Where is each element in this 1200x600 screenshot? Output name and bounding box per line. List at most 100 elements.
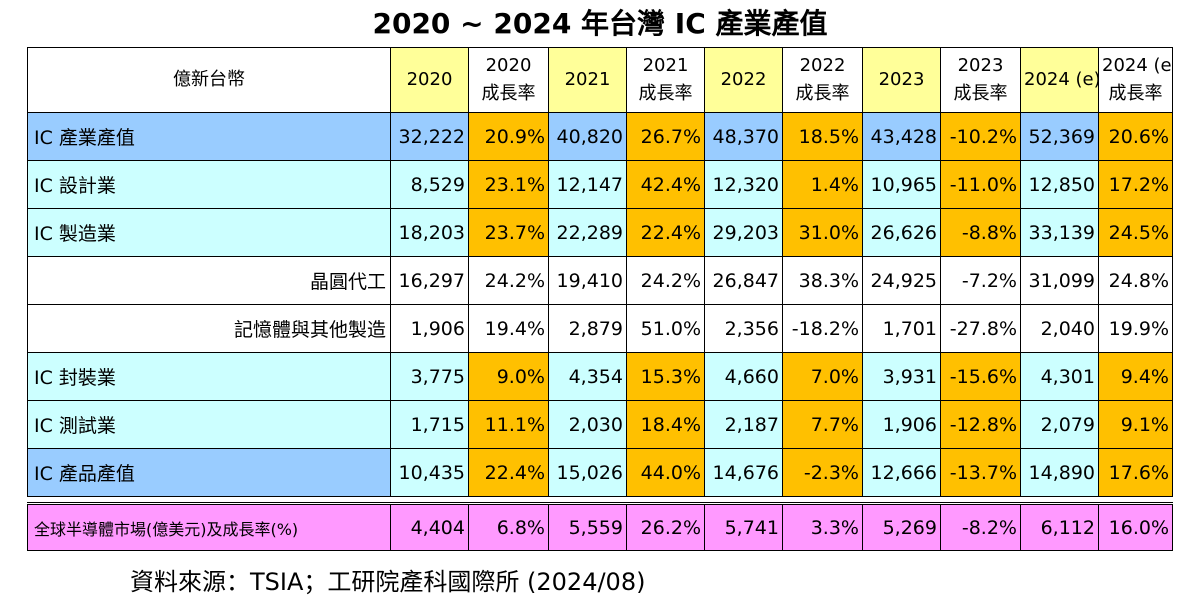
value-cell: 29,203 <box>704 208 783 257</box>
growth-cell: 26.7% <box>626 112 705 161</box>
value-cell: 3,775 <box>390 352 469 401</box>
growth-cell: 6.8% <box>468 502 549 551</box>
value-cell: 12,850 <box>1020 160 1099 209</box>
source-note: 資料來源：TSIA；工研院產科國際所 (2024/08) <box>130 568 646 596</box>
growth-cell: 19.4% <box>468 304 549 353</box>
growth-cell: 51.0% <box>626 304 705 353</box>
col-header-2024e-growth: 2024 (e) 成長率 <box>1098 47 1173 113</box>
growth-cell: 31.0% <box>782 208 863 257</box>
value-cell: 2,079 <box>1020 400 1099 449</box>
value-cell: 1,906 <box>390 304 469 353</box>
growth-cell: -13.7% <box>940 448 1021 497</box>
value-cell: 10,435 <box>390 448 469 497</box>
value-cell: 1,701 <box>862 304 941 353</box>
value-cell: 6,112 <box>1020 502 1099 551</box>
growth-cell: 24.5% <box>1098 208 1173 257</box>
value-cell: 2,040 <box>1020 304 1099 353</box>
value-cell: 24,925 <box>862 256 941 305</box>
row-label: 記憶體與其他製造 <box>27 304 391 353</box>
growth-cell: 24.2% <box>468 256 549 305</box>
value-cell: 26,847 <box>704 256 783 305</box>
growth-cell: 22.4% <box>468 448 549 497</box>
value-cell: 5,269 <box>862 502 941 551</box>
growth-cell: 1.4% <box>782 160 863 209</box>
value-cell: 16,297 <box>390 256 469 305</box>
growth-cell: 20.6% <box>1098 112 1173 161</box>
growth-cell: -8.2% <box>940 502 1021 551</box>
value-cell: 48,370 <box>704 112 783 161</box>
col-header-2020-growth: 2020 成長率 <box>468 47 549 113</box>
growth-cell: 9.0% <box>468 352 549 401</box>
row-label: IC 產品產值 <box>27 448 391 497</box>
value-cell: 1,715 <box>390 400 469 449</box>
growth-cell: 23.1% <box>468 160 549 209</box>
row-label: IC 產業產值 <box>27 112 391 161</box>
row-ic-design: IC 設計業 8,529 23.1% 12,147 42.4% 12,320 1… <box>27 160 1173 209</box>
row-label: IC 製造業 <box>27 208 391 257</box>
growth-cell: 18.4% <box>626 400 705 449</box>
value-cell: 14,890 <box>1020 448 1099 497</box>
growth-cell: 19.9% <box>1098 304 1173 353</box>
growth-cell: 3.3% <box>782 502 863 551</box>
growth-cell: -2.3% <box>782 448 863 497</box>
growth-cell: 42.4% <box>626 160 705 209</box>
value-cell: 14,676 <box>704 448 783 497</box>
value-cell: 4,660 <box>704 352 783 401</box>
growth-cell: -8.8% <box>940 208 1021 257</box>
row-ic-total: IC 產業產值 32,222 20.9% 40,820 26.7% 48,370… <box>27 112 1173 161</box>
growth-cell: -27.8% <box>940 304 1021 353</box>
row-label: IC 測試業 <box>27 400 391 449</box>
col-header-2022: 2022 <box>704 47 783 113</box>
growth-cell: 26.2% <box>626 502 705 551</box>
col-header-2024e: 2024 (e) <box>1020 47 1099 113</box>
value-cell: 22,289 <box>548 208 627 257</box>
growth-cell: 7.0% <box>782 352 863 401</box>
row-label: 晶圓代工 <box>27 256 391 305</box>
value-cell: 4,404 <box>390 502 469 551</box>
value-cell: 31,099 <box>1020 256 1099 305</box>
growth-cell: 44.0% <box>626 448 705 497</box>
value-cell: 2,187 <box>704 400 783 449</box>
growth-cell: 24.8% <box>1098 256 1173 305</box>
col-header-2023-growth: 2023 成長率 <box>940 47 1021 113</box>
value-cell: 40,820 <box>548 112 627 161</box>
value-cell: 5,741 <box>704 502 783 551</box>
row-ic-packaging: IC 封裝業 3,775 9.0% 4,354 15.3% 4,660 7.0%… <box>27 352 1173 401</box>
growth-cell: 11.1% <box>468 400 549 449</box>
ic-output-table: 億新台幣 2020 2020 成長率 2021 2021 成長率 2022 2022… <box>27 47 1173 551</box>
row-ic-testing: IC 測試業 1,715 11.1% 2,030 18.4% 2,187 7.7… <box>27 400 1173 449</box>
value-cell: 33,139 <box>1020 208 1099 257</box>
header-row: 億新台幣 2020 2020 成長率 2021 2021 成長率 2022 2022… <box>27 47 1173 113</box>
growth-cell: 9.1% <box>1098 400 1173 449</box>
growth-cell: 38.3% <box>782 256 863 305</box>
row-ic-manufacturing: IC 製造業 18,203 23.7% 22,289 22.4% 29,203 … <box>27 208 1173 257</box>
col-header-2021-growth: 2021 成長率 <box>626 47 705 113</box>
growth-cell: 16.0% <box>1098 502 1173 551</box>
col-header-2022-growth: 2022 成長率 <box>782 47 863 113</box>
row-foundry: 晶圓代工 16,297 24.2% 19,410 24.2% 26,847 38… <box>27 256 1173 305</box>
growth-cell: 20.9% <box>468 112 549 161</box>
row-world-market: 全球半導體市場(億美元)及成長率(%) 4,404 6.8% 5,559 26.… <box>27 502 1173 551</box>
col-header-2020: 2020 <box>390 47 469 113</box>
row-ic-product: IC 產品產值 10,435 22.4% 15,026 44.0% 14,676… <box>27 448 1173 497</box>
value-cell: 32,222 <box>390 112 469 161</box>
value-cell: 43,428 <box>862 112 941 161</box>
growth-cell: 7.7% <box>782 400 863 449</box>
unit-label: 億新台幣 <box>27 47 391 113</box>
page-title: 2020 ~ 2024 年台灣 IC 產業產值 <box>372 7 828 40</box>
col-header-2021: 2021 <box>548 47 627 113</box>
growth-cell: -18.2% <box>782 304 863 353</box>
growth-cell: -10.2% <box>940 112 1021 161</box>
value-cell: 12,147 <box>548 160 627 209</box>
value-cell: 18,203 <box>390 208 469 257</box>
growth-cell: 15.3% <box>626 352 705 401</box>
value-cell: 4,354 <box>548 352 627 401</box>
row-label: IC 封裝業 <box>27 352 391 401</box>
growth-cell: -11.0% <box>940 160 1021 209</box>
value-cell: 15,026 <box>548 448 627 497</box>
col-header-2023: 2023 <box>862 47 941 113</box>
value-cell: 1,906 <box>862 400 941 449</box>
value-cell: 12,666 <box>862 448 941 497</box>
row-label: 全球半導體市場(億美元)及成長率(%) <box>27 502 391 551</box>
growth-cell: -7.2% <box>940 256 1021 305</box>
